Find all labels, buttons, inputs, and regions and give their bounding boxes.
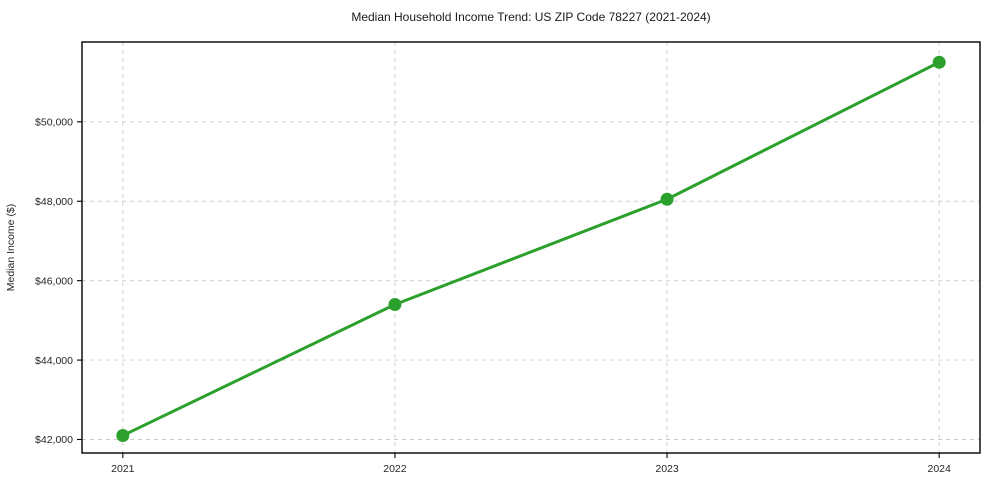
x-tick-label: 2021 (111, 463, 135, 475)
x-tick-label: 2022 (383, 463, 407, 475)
x-tick-label: 2024 (928, 463, 952, 475)
data-point (388, 297, 402, 311)
data-point (932, 55, 946, 69)
plot-border (81, 41, 981, 454)
y-tick-label: $50,000 (35, 117, 73, 129)
y-tick-label: $48,000 (35, 196, 73, 208)
chart-title: Median Household Income Trend: US ZIP Co… (351, 10, 710, 24)
gridlines-layer (82, 42, 980, 453)
data-point (660, 192, 674, 206)
trend-line (121, 60, 941, 438)
axes-layer: $42,000 $44,000 $46,000 $48,000 $50,000 2021 2… (35, 41, 981, 475)
y-axis-label: Median Income ($) (5, 204, 17, 292)
y-tick-label: $44,000 (35, 355, 73, 367)
x-tick-label: 2023 (655, 463, 679, 475)
y-tick-label: $46,000 (35, 275, 73, 287)
y-tick-label: $42,000 (35, 434, 73, 446)
series-layer (116, 55, 946, 443)
data-point (116, 429, 130, 443)
